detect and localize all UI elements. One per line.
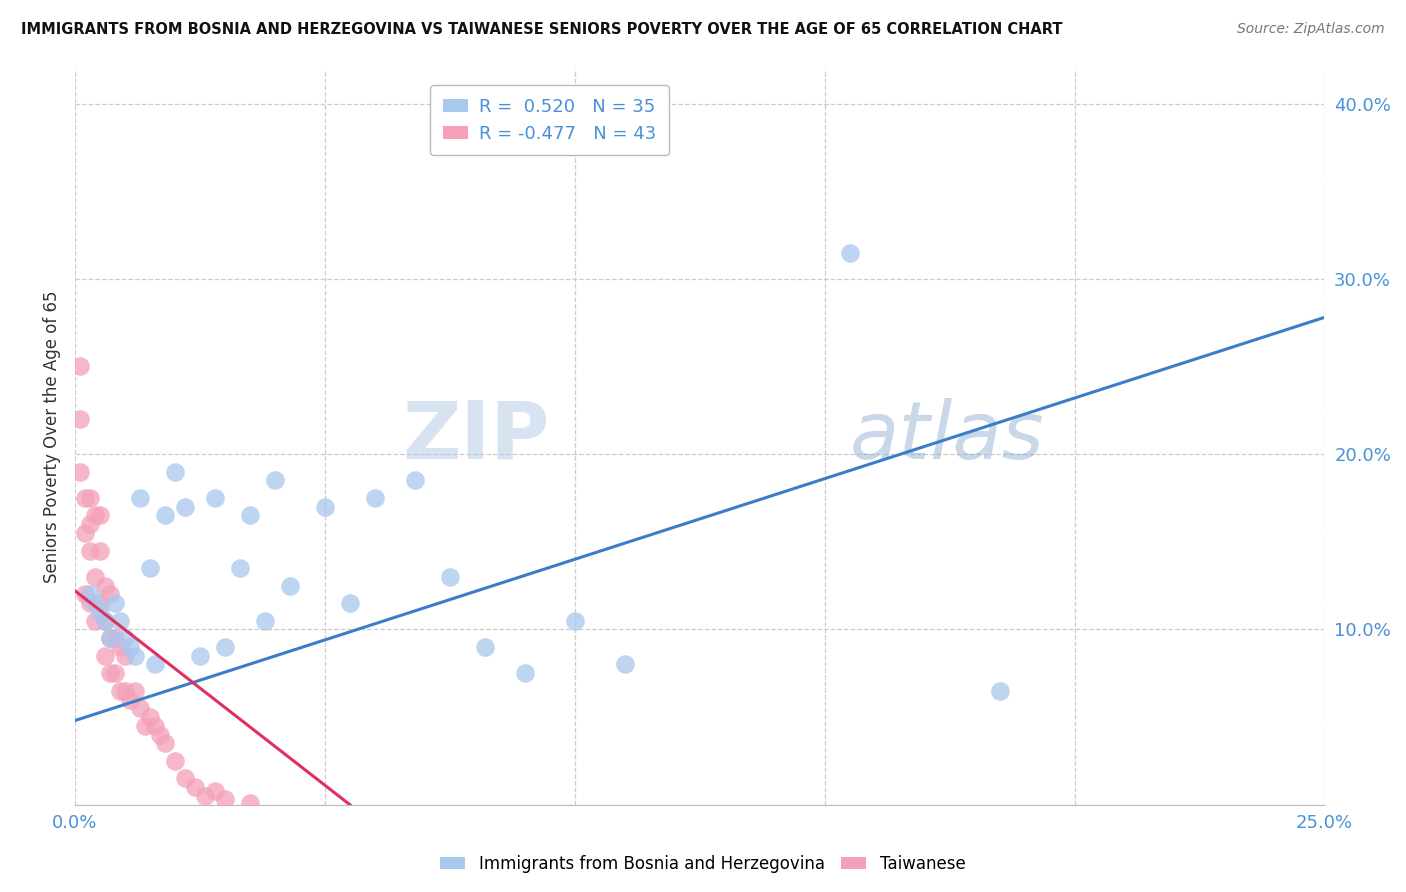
Point [114, 631, 136, 645]
Point [108, 640, 131, 654]
Text: Source: ZipAtlas.com: Source: ZipAtlas.com [1237, 22, 1385, 37]
Point [129, 701, 152, 715]
Point [79, 491, 101, 505]
Point [98, 666, 121, 681]
Point [239, 508, 262, 523]
Point [84, 614, 107, 628]
Point [124, 648, 146, 663]
Point [89, 605, 111, 619]
Legend: R =  0.520   N = 35, R = -0.477   N = 43: R = 0.520 N = 35, R = -0.477 N = 43 [430, 85, 669, 155]
Point [153, 736, 176, 750]
Point [73, 491, 96, 505]
Point [838, 245, 860, 260]
Text: IMMIGRANTS FROM BOSNIA AND HERZEGOVINA VS TAIWANESE SENIORS POVERTY OVER THE AGE: IMMIGRANTS FROM BOSNIA AND HERZEGOVINA V… [21, 22, 1063, 37]
Point [129, 491, 152, 505]
Point [84, 570, 107, 584]
Point [104, 631, 127, 645]
Point [94, 614, 117, 628]
Point [89, 596, 111, 610]
Point [124, 683, 146, 698]
Point [174, 500, 197, 514]
Text: ZIP: ZIP [402, 398, 550, 475]
Point [69, 465, 91, 479]
Point [229, 561, 252, 575]
Point [94, 614, 117, 628]
Point [564, 614, 586, 628]
Point [104, 596, 127, 610]
Point [339, 596, 361, 610]
Point [89, 508, 111, 523]
Point [79, 543, 101, 558]
Point [404, 474, 426, 488]
Point [98, 631, 121, 645]
Point [253, 614, 276, 628]
Point [163, 465, 186, 479]
Point [79, 517, 101, 532]
Point [214, 792, 236, 806]
Y-axis label: Seniors Poverty Over the Age of 65: Seniors Poverty Over the Age of 65 [44, 291, 60, 582]
Text: atlas: atlas [849, 398, 1045, 475]
Point [314, 500, 336, 514]
Point [364, 491, 387, 505]
Point [73, 587, 96, 601]
Point [139, 710, 162, 724]
Point [79, 587, 101, 601]
Point [184, 780, 207, 794]
Point [163, 754, 186, 768]
Point [118, 692, 141, 706]
Point [118, 640, 141, 654]
Point [278, 578, 301, 592]
Point [988, 683, 1011, 698]
Point [188, 648, 211, 663]
Point [108, 614, 131, 628]
Point [143, 719, 166, 733]
Point [108, 683, 131, 698]
Point [79, 596, 101, 610]
Point [69, 412, 91, 426]
Point [439, 570, 461, 584]
Point [114, 683, 136, 698]
Point [98, 631, 121, 645]
Point [613, 657, 636, 672]
Point [139, 561, 162, 575]
Point [94, 578, 117, 592]
Point [474, 640, 496, 654]
Point [174, 772, 197, 786]
Legend: Immigrants from Bosnia and Herzegovina, Taiwanese: Immigrants from Bosnia and Herzegovina, … [434, 848, 972, 880]
Point [143, 657, 166, 672]
Point [84, 508, 107, 523]
Point [134, 719, 156, 733]
Point [114, 648, 136, 663]
Point [84, 596, 107, 610]
Point [69, 359, 91, 374]
Point [264, 474, 287, 488]
Point [104, 666, 127, 681]
Point [194, 789, 217, 803]
Point [239, 796, 262, 810]
Point [149, 728, 172, 742]
Point [204, 783, 226, 797]
Point [94, 648, 117, 663]
Point [89, 543, 111, 558]
Point [98, 587, 121, 601]
Point [73, 526, 96, 541]
Point [204, 491, 226, 505]
Point [513, 666, 536, 681]
Point [153, 508, 176, 523]
Point [214, 640, 236, 654]
